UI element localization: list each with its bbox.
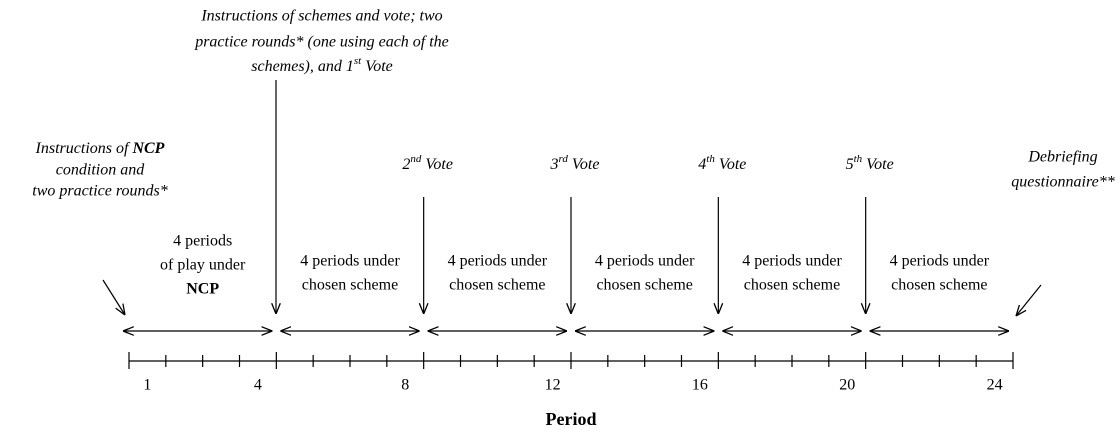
superscript: rd — [559, 153, 569, 165]
block-text: 4 periods under — [742, 253, 842, 270]
text: Vote — [572, 156, 600, 173]
tick-label: 4 — [254, 377, 262, 394]
block-text: of play under — [160, 257, 246, 274]
block-text: 4 periods under — [300, 253, 400, 270]
text: Vote — [425, 156, 453, 173]
tick-label: 20 — [839, 377, 855, 394]
superscript: th — [854, 153, 863, 165]
top-note-line: Instructions of schemes and vote; two — [200, 8, 442, 25]
block-text: 4 periods under — [595, 253, 695, 270]
left-note-line: condition and — [56, 162, 145, 179]
text: 3 — [550, 156, 559, 173]
tick-label: 1 — [143, 377, 151, 394]
block-text: chosen scheme — [596, 277, 692, 294]
text: Vote — [365, 58, 393, 75]
tick-label: 8 — [401, 377, 409, 394]
vote-label: 4th Vote — [698, 153, 746, 173]
tick-label: 24 — [987, 377, 1003, 394]
arrow — [1016, 284, 1042, 316]
top-note-line: schemes), and 1st Vote — [251, 55, 393, 75]
block-text: 4 periods under — [890, 253, 990, 270]
superscript: th — [706, 153, 715, 165]
text: 4 — [698, 156, 706, 173]
arrow — [102, 279, 125, 315]
block-text: 4 periods — [173, 233, 232, 250]
vote-label: 3rd Vote — [550, 153, 600, 173]
block-text: NCP — [186, 281, 219, 298]
block-text: chosen scheme — [744, 277, 840, 294]
block-text: chosen scheme — [449, 277, 545, 294]
text: NCP — [131, 140, 164, 157]
text: Vote — [866, 156, 894, 173]
block-text: chosen scheme — [891, 277, 987, 294]
vote-label: 2nd Vote — [402, 153, 453, 173]
tick-label: 16 — [692, 377, 708, 394]
superscript: st — [354, 55, 362, 67]
block-text: chosen scheme — [302, 277, 398, 294]
block-text: 4 periods under — [448, 253, 548, 270]
text: 2 — [402, 156, 410, 173]
top-note-line: practice rounds* (one using each of the — [194, 34, 449, 51]
text: Vote — [719, 156, 747, 173]
right-note-line: Debriefing — [1027, 149, 1097, 166]
left-note-line: Instructions of NCP — [35, 140, 165, 157]
text: schemes), and 1 — [251, 58, 354, 75]
axis-label: Period — [546, 409, 597, 429]
right-note-line: questionnaire** — [1011, 174, 1114, 191]
text: 5 — [846, 156, 854, 173]
text: Instructions of — [35, 140, 133, 157]
superscript: nd — [410, 153, 422, 165]
vote-label: 5th Vote — [846, 153, 894, 173]
tick-label: 12 — [545, 377, 561, 394]
left-note-line: two practice rounds* — [32, 183, 167, 200]
